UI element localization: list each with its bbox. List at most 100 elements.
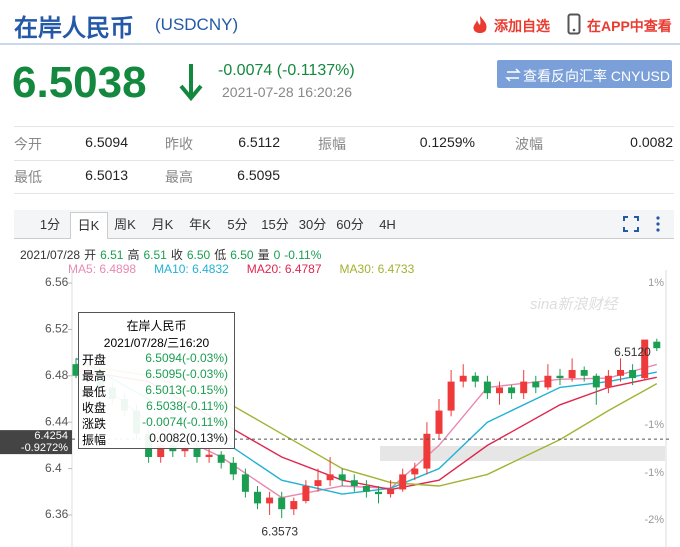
max-label: 6.5120 [614,345,651,359]
legend-sep: : [185,262,193,276]
stat-label: 今开 [14,136,42,152]
info-value: 6.50 [230,248,254,262]
candle-body [520,381,528,394]
candle-body [302,485,310,502]
info-label: 开 [84,248,97,262]
toolbar-icons [623,216,660,232]
tab[interactable]: 1分 [39,217,61,232]
tooltip-row: 最高 6.5095(-0.03%) [82,367,230,384]
candle-body [496,387,503,394]
candle-body [471,375,479,382]
crosshair-value: 6.4254 [34,430,68,442]
legend-name: MA10 [154,262,186,276]
min-label: 6.3573 [261,524,298,538]
candle-body [508,387,516,394]
legend-value: 6.4787 [284,262,322,276]
stat-value: 6.5095 [237,167,280,183]
y-tick-label: 6.56 [45,275,69,289]
right-label: -1% [644,419,664,431]
crosshair-change: -0.9272% [21,442,68,454]
candle-body [266,497,274,504]
tab[interactable]: 月K [151,217,174,232]
candle-body [604,375,612,388]
swap-icon [505,68,521,82]
phone-icon [567,13,581,35]
row-rule [14,193,674,194]
legend-value: 6.4832 [192,262,229,276]
y-tick-label: 6.44 [45,414,69,428]
stat-label: 波幅 [515,136,543,152]
quote-time: 2021-07-28 16:20:26 [222,84,352,100]
tab[interactable]: 日K [69,212,108,239]
ma-legend: MA5: 6.4898 MA10: 6.4832 MA20: 6.4787 MA30:… [68,262,432,276]
candle-body [241,474,249,492]
candle-body [72,364,80,376]
tooltip-title: 在岸人民币 [126,319,187,333]
candle-body [350,480,358,486]
info-line: 2021/07/28 开 6.51 高 6.51 收 6.50 低 6.50 量 0 -0.11% [20,246,325,263]
candle-body [338,474,346,481]
info-value: 0 [273,248,281,262]
legend-item: MA30: 6.4733 [340,262,419,276]
candle-body [629,369,637,379]
tab[interactable]: 4H [379,217,396,232]
candle-body [362,485,370,492]
button-label: 查看反向汇率 CNYUSD [523,68,671,84]
tooltip-value: 6.5094(-0.03%) [145,351,228,365]
open-app[interactable]: 在APP中查看 [587,18,672,34]
reverse-rate-button[interactable]: 查看反向汇率 CNYUSD [497,60,672,88]
candle-body [205,454,213,457]
tab[interactable]: 年K [189,217,211,232]
info-label: 低 [214,248,227,262]
y-tick-label: 6.52 [45,322,69,336]
down-arrow [179,64,203,102]
watermark: sina新浪财经 [530,296,620,313]
y-tick-label: 6.4 [45,461,62,475]
candle-body [423,433,431,469]
range-band [380,446,665,461]
header-rule [0,43,680,45]
info-label: 收 [170,248,183,262]
tooltip-label: 最低 [82,385,107,399]
candle-body [568,369,576,379]
info-date: 2021/07/28 [20,248,81,262]
tooltip-time: 2021/07/28/三16:20 [103,336,210,350]
legend-name: MA30 [339,262,371,276]
info-value: 6.51 [100,248,124,262]
tooltip-label: 涨跌 [82,417,107,431]
tab[interactable]: 周K [114,217,136,232]
tab[interactable]: 15分 [261,217,289,232]
y-tick-label: 6.36 [45,507,69,521]
candle-body [181,447,189,452]
candle-body [375,491,382,495]
tooltip-row: 最低 6.5013(-0.15%) [82,383,230,400]
tooltip-value: 6.5038(-0.11%) [146,399,228,413]
stat-label: 最低 [14,169,42,185]
candle-body [641,339,649,379]
tab[interactable]: 5分 [227,217,248,232]
info-change: -0.11% [284,248,322,262]
legend-item: MA5: 6.4898 [68,262,140,276]
info-value: 6.50 [186,248,211,262]
tab[interactable]: 30分 [298,217,327,232]
tooltip-label: 最高 [82,369,107,383]
legend-item: MA10: 6.4832 [154,262,233,276]
tab[interactable]: 60分 [336,217,364,232]
add-watchlist[interactable]: 添加自选 [494,18,550,34]
stat-label: 昨收 [165,136,193,152]
tab-bar [14,210,674,239]
legend-sep: : [278,262,285,276]
info-label: 量 [257,248,270,262]
tooltip: 在岸人民币 2021/07/28/三16:20 开盘 6.5094(-0.03%)… [78,312,235,449]
tooltip-label: 振幅 [82,433,107,447]
tooltip-value: 6.5013(-0.15%) [145,383,228,397]
legend-sep: : [92,262,100,276]
row-rule [14,126,674,127]
candle-body [326,474,334,481]
row-rule [14,160,674,161]
crosshair-box [0,430,72,455]
y-tick-label: 6.48 [45,368,69,382]
info-value: 6.51 [143,248,167,262]
